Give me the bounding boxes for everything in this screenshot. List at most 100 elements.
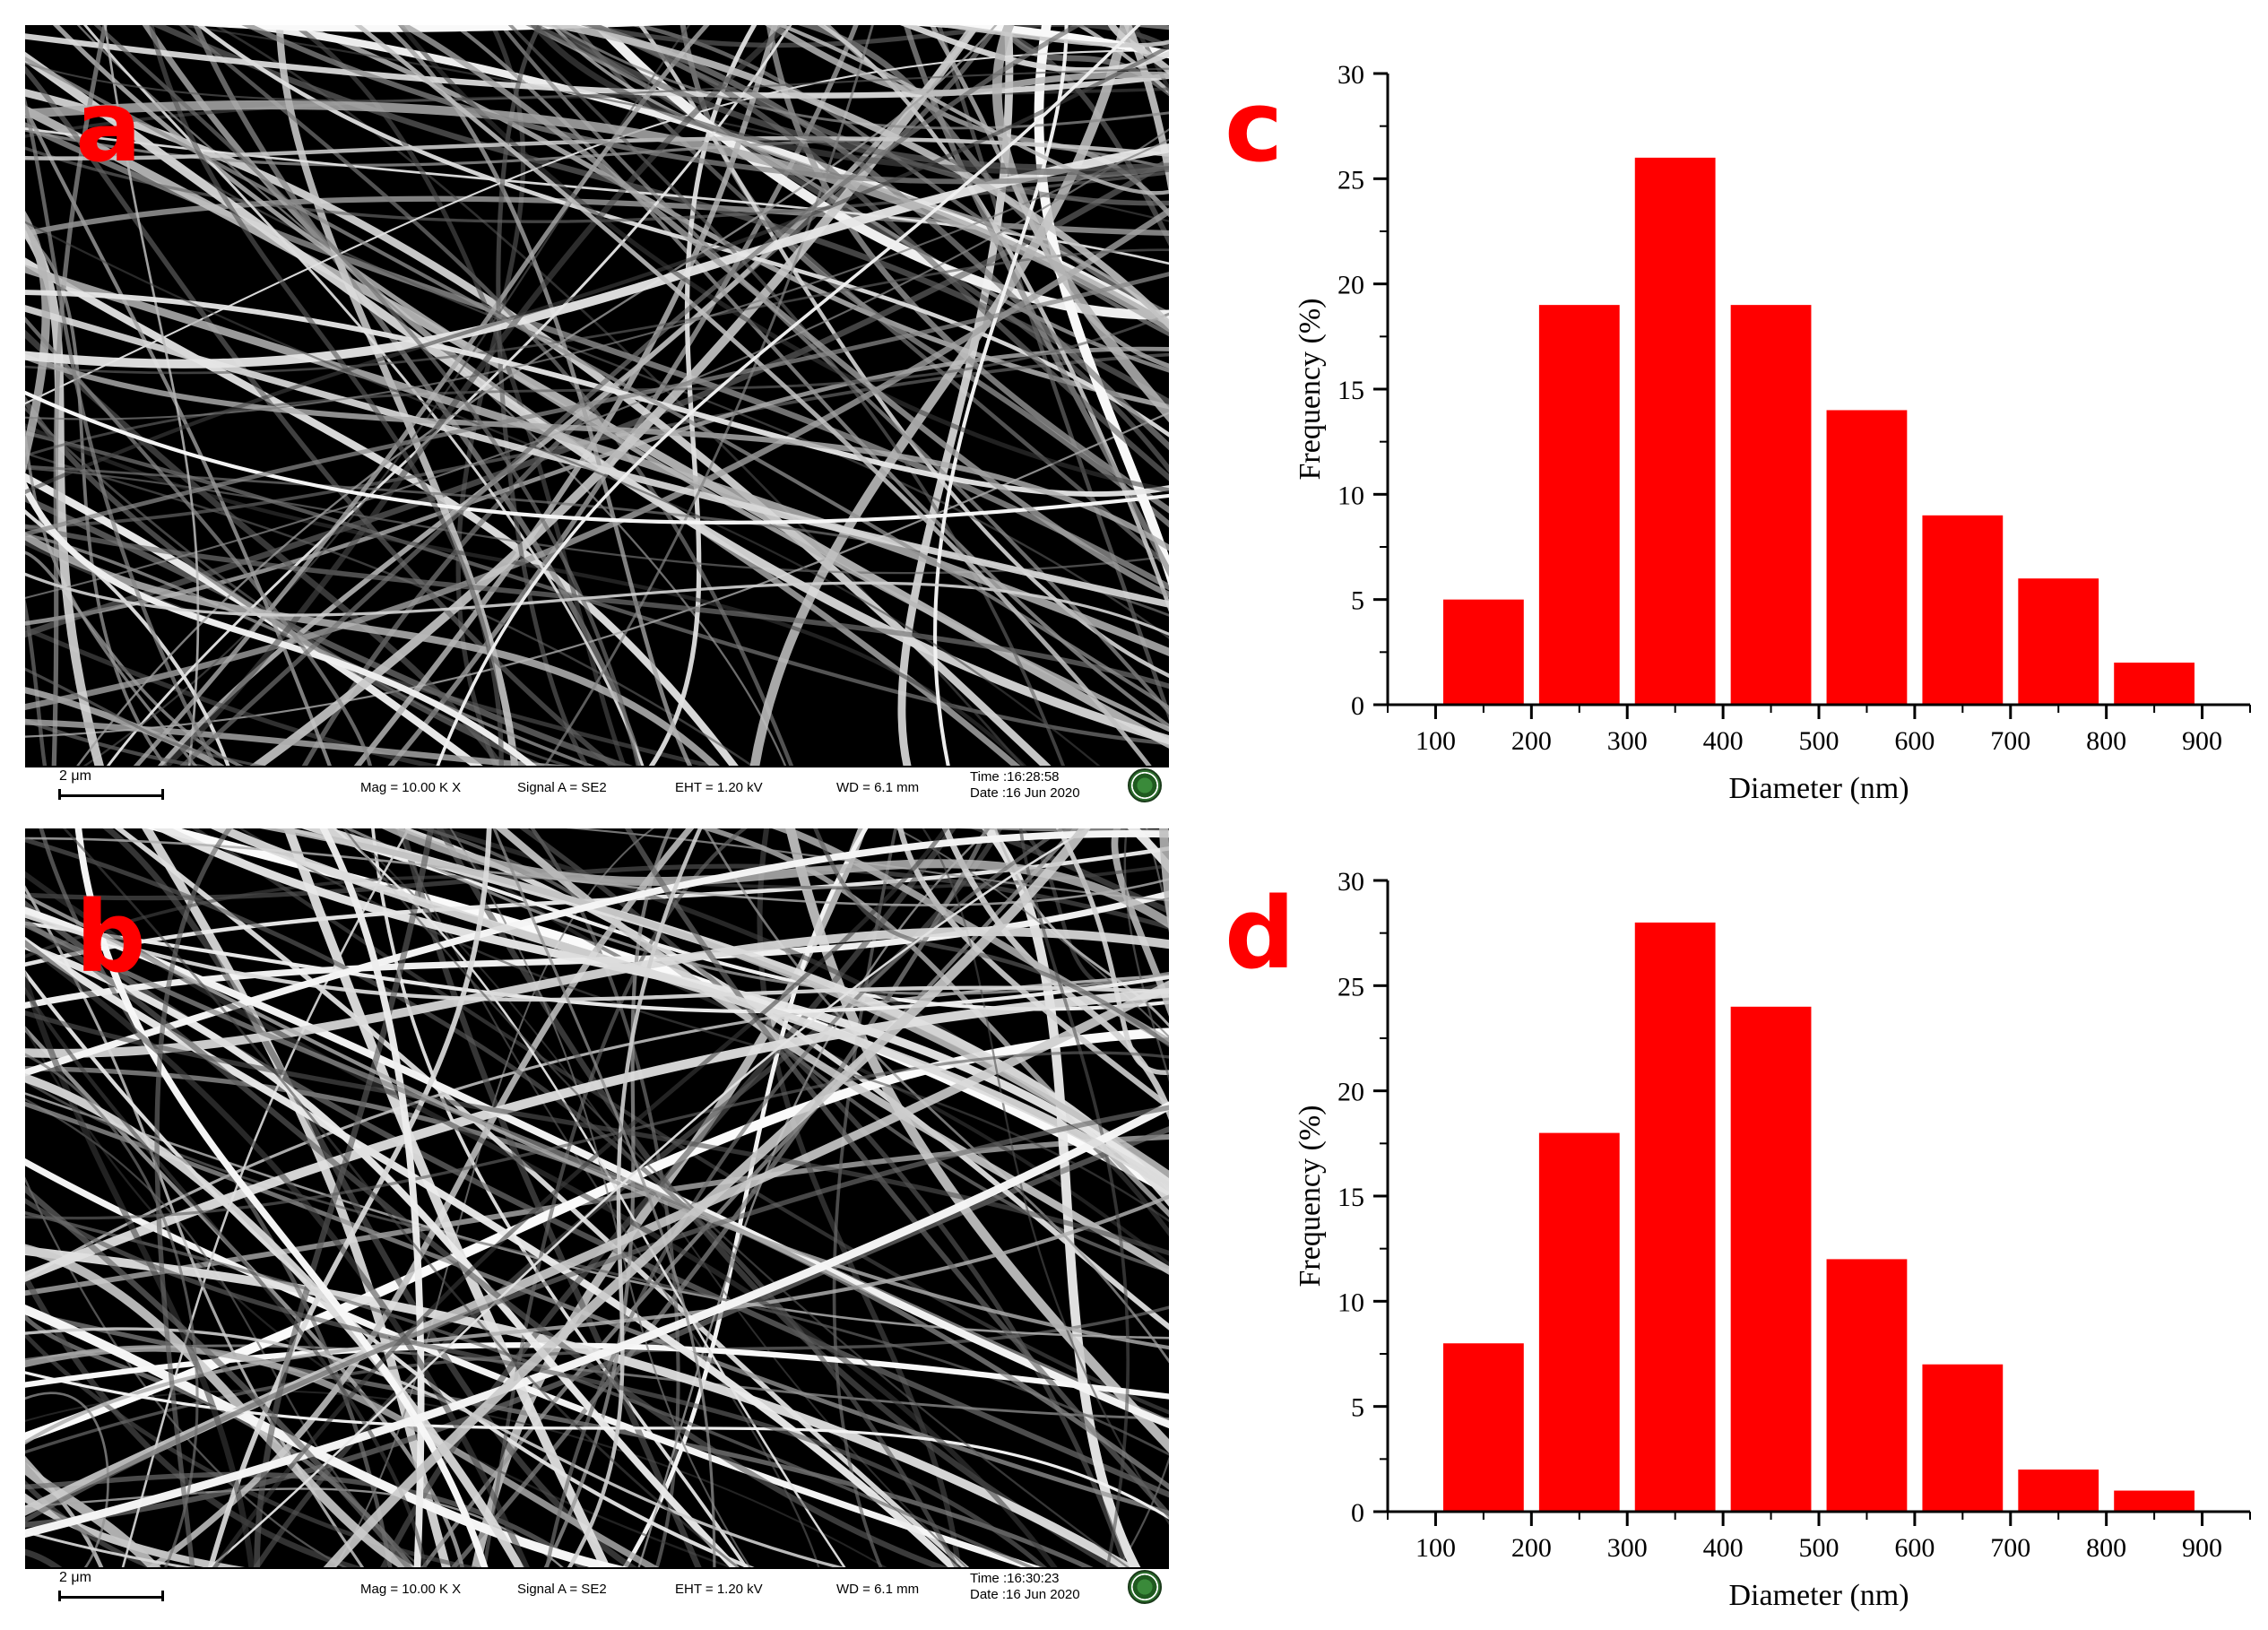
sem-image-a: 2 μm Mag = 10.00 K X Signal A = SE2 EHT … xyxy=(25,25,1169,807)
fiber xyxy=(25,128,1169,599)
fiber xyxy=(186,25,1169,59)
fiber xyxy=(25,473,486,767)
fiber xyxy=(25,422,1028,767)
bar-c-150 xyxy=(1442,599,1524,705)
y-tick-label: 20 xyxy=(1337,271,1364,300)
x-tick-label: 400 xyxy=(1703,1533,1744,1563)
fiber xyxy=(25,135,1169,160)
fiber xyxy=(25,1126,1169,1528)
fiber xyxy=(62,828,743,1569)
bar-d-350 xyxy=(1634,922,1716,1512)
fiber xyxy=(900,25,1169,74)
wd-value: WD = 6.1 mm xyxy=(836,1582,920,1597)
x-tick-label: 100 xyxy=(1415,1533,1456,1563)
y-axis-label: Frequency (%) xyxy=(1294,1105,1327,1288)
fiber xyxy=(193,25,645,767)
bar-c-650 xyxy=(1922,515,2004,705)
fiber xyxy=(25,430,1169,746)
x-tick-label: 300 xyxy=(1607,1533,1648,1563)
mag-value: Mag = 10.00 K X xyxy=(360,1582,462,1597)
fiber xyxy=(749,25,1130,767)
fiber xyxy=(397,25,1169,598)
y-tick-label: 30 xyxy=(1337,60,1364,90)
fiber xyxy=(25,1051,1169,1220)
fiber xyxy=(542,828,673,1569)
fiber xyxy=(25,837,961,1569)
fiber xyxy=(114,828,972,1569)
sem-image-b: 2 μm Mag = 10.00 K X Signal A = SE2 EHT … xyxy=(25,828,1169,1608)
x-tick-label: 200 xyxy=(1511,726,1552,756)
y-tick-label: 15 xyxy=(1337,376,1364,405)
fiber xyxy=(25,1066,1169,1425)
panel-label-a: a xyxy=(75,69,143,184)
y-tick-label: 30 xyxy=(1337,867,1364,897)
fiber xyxy=(25,305,1169,608)
scale-label: 2 μm xyxy=(59,1570,91,1585)
panel-label-c: c xyxy=(1225,69,1284,184)
panel-label-d: d xyxy=(1225,876,1295,991)
fiber xyxy=(259,828,1169,1178)
fiber xyxy=(25,207,1169,710)
fiber xyxy=(25,837,1169,906)
scale-bar xyxy=(58,789,164,800)
fiber xyxy=(496,25,591,767)
fiber xyxy=(74,25,998,767)
fiber xyxy=(25,211,50,475)
fiber xyxy=(206,828,1091,1569)
y-tick-label: 10 xyxy=(1337,1288,1364,1317)
fiber xyxy=(25,936,961,1569)
fiber xyxy=(25,1392,109,1569)
bar-c-450 xyxy=(1730,305,1812,705)
scale-bar xyxy=(58,1591,164,1601)
fiber xyxy=(25,921,1169,1014)
fiber xyxy=(25,1270,369,1569)
y-tick-label: 0 xyxy=(1351,1498,1364,1528)
fiber xyxy=(247,25,982,767)
fiber xyxy=(25,138,1169,421)
fiber xyxy=(25,100,1169,333)
fiber xyxy=(354,25,1154,767)
fiber xyxy=(25,1210,1039,1569)
bar-c-850 xyxy=(2114,663,2195,705)
fiber xyxy=(381,828,1169,929)
fiber xyxy=(25,1479,165,1569)
x-tick-label: 900 xyxy=(2182,1533,2222,1563)
bar-c-550 xyxy=(1826,410,1908,705)
fiber xyxy=(241,25,1169,185)
fiber xyxy=(154,828,233,1569)
fiber xyxy=(25,272,1169,537)
fiber xyxy=(25,667,273,767)
bar-c-750 xyxy=(2018,578,2099,705)
fiber xyxy=(25,221,1103,767)
panel-label-b: b xyxy=(75,880,146,994)
fiber xyxy=(319,828,425,1569)
signal-value: Signal A = SE2 xyxy=(517,1582,607,1597)
bar-d-450 xyxy=(1730,1006,1812,1512)
x-axis-label: Diameter (nm) xyxy=(1728,1579,1909,1612)
histogram-d: 0 5 10 15 20 25 30 100 200 300 400 500 600 700 800 900 D… xyxy=(1294,867,2251,1612)
fiber xyxy=(922,828,1169,1525)
fiber xyxy=(211,828,1169,1192)
x-tick-label: 600 xyxy=(1894,726,1935,756)
bar-d-850 xyxy=(2114,1490,2195,1512)
fiber xyxy=(929,25,1169,48)
fiber xyxy=(25,1244,420,1569)
fiber xyxy=(775,25,1169,195)
fiber xyxy=(51,25,108,767)
fiber xyxy=(321,828,1091,1569)
fiber xyxy=(25,687,228,767)
scale-label: 2 μm xyxy=(59,768,91,784)
institution-logo xyxy=(1128,1570,1162,1604)
fiber xyxy=(813,828,1169,1048)
fiber xyxy=(25,62,1169,102)
fiber xyxy=(25,893,1169,1350)
sem-info-bar-b: 2 μm Mag = 10.00 K X Signal A = SE2 EHT … xyxy=(25,1567,1169,1608)
fiber xyxy=(178,25,794,767)
fiber xyxy=(970,828,1169,915)
fiber xyxy=(25,941,741,1569)
bar-c-250 xyxy=(1538,305,1620,705)
fiber xyxy=(252,828,1003,1569)
x-tick-label: 900 xyxy=(2182,726,2222,756)
fiber xyxy=(149,25,504,767)
fiber xyxy=(530,25,1169,176)
